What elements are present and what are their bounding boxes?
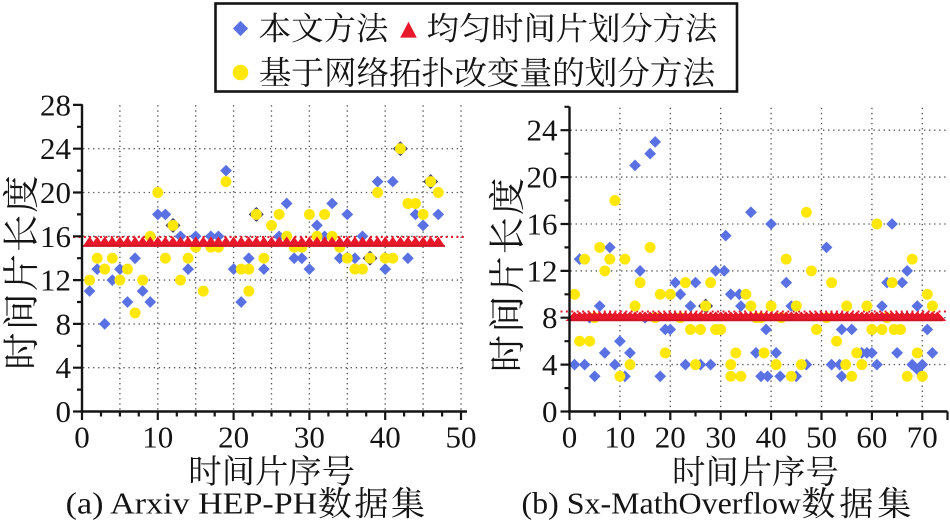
svg-text:0: 0 — [74, 420, 90, 455]
svg-text:30: 30 — [705, 420, 736, 455]
svg-text:20: 20 — [40, 175, 71, 210]
svg-text:0: 0 — [562, 420, 578, 455]
svg-text:28: 28 — [40, 87, 71, 122]
svg-text:12: 12 — [527, 253, 558, 288]
svg-text:70: 70 — [907, 420, 938, 455]
svg-text:12: 12 — [40, 263, 71, 298]
svg-text:0: 0 — [56, 394, 72, 429]
svg-text:0: 0 — [542, 394, 558, 429]
svg-text:24: 24 — [527, 113, 559, 148]
svg-text:50: 50 — [806, 420, 837, 455]
svg-text:40: 40 — [756, 420, 787, 455]
svg-text:16: 16 — [40, 219, 71, 254]
svg-text:(b) Sx-MathOverflow: (b) Sx-MathOverflow — [522, 485, 802, 520]
svg-text:30: 30 — [294, 420, 325, 455]
svg-text:60: 60 — [856, 420, 887, 455]
svg-text:50: 50 — [446, 420, 477, 455]
svg-text:8: 8 — [56, 306, 72, 341]
svg-text:(a) Arxiv HEP-PH: (a) Arxiv HEP-PH — [66, 485, 318, 520]
svg-text:8: 8 — [542, 300, 558, 335]
svg-text:24: 24 — [40, 131, 72, 166]
svg-text:20: 20 — [527, 160, 558, 195]
svg-text:20: 20 — [218, 420, 249, 455]
svg-text:20: 20 — [655, 420, 686, 455]
svg-text:16: 16 — [527, 207, 558, 242]
svg-text:10: 10 — [142, 420, 173, 455]
svg-text:10: 10 — [604, 420, 635, 455]
svg-text:40: 40 — [370, 420, 401, 455]
svg-text:4: 4 — [542, 347, 558, 382]
svg-text:4: 4 — [56, 350, 72, 385]
